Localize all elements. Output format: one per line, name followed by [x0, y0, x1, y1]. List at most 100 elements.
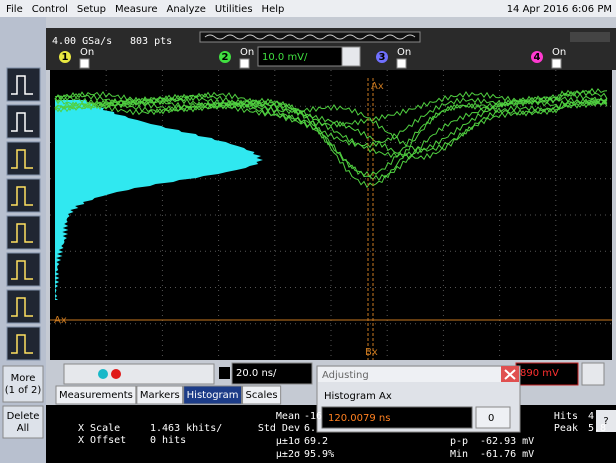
histogram: [55, 100, 263, 300]
channel-checkbox[interactable]: [79, 58, 90, 69]
waveform: [54, 87, 608, 128]
close-icon: [504, 369, 516, 380]
toolbar-buttons[interactable]: [63, 363, 215, 385]
measurement-name: Std Dev: [258, 423, 300, 434]
menu-item[interactable]: Help: [262, 4, 285, 15]
waveform: [54, 98, 608, 178]
tab-label[interactable]: Histogram: [187, 390, 239, 401]
waveform: [54, 95, 608, 182]
tool-button[interactable]: [6, 141, 41, 176]
waveform-overview: [199, 31, 421, 43]
marker-label: Ax: [371, 81, 384, 92]
menu-bar: [0, 0, 616, 17]
channel-number: 4: [534, 52, 541, 63]
waveform: [54, 97, 608, 154]
channel-number: 1: [62, 52, 69, 63]
measurement-value: 6.: [304, 423, 316, 434]
tab[interactable]: [136, 385, 184, 405]
dialog-step: 0: [488, 413, 494, 424]
scale-spin[interactable]: [341, 46, 361, 67]
tab[interactable]: [242, 385, 282, 405]
menu-item[interactable]: Control: [32, 4, 68, 15]
delete-label: Delete: [7, 411, 40, 422]
measurement-value: 69.2: [304, 436, 328, 447]
channel-number: 3: [379, 52, 386, 63]
help-button[interactable]: [596, 410, 616, 432]
tab-label[interactable]: Measurements: [59, 390, 133, 401]
measurement-value: -62.93 mV: [480, 436, 534, 447]
tool-icon: [11, 334, 33, 354]
waveform: [54, 97, 608, 161]
tab[interactable]: [55, 385, 137, 405]
overview-wave: [204, 34, 416, 40]
tool-icon: [11, 112, 33, 132]
h-icon: [219, 367, 230, 379]
tool-button[interactable]: [6, 326, 41, 361]
tool-icon: [11, 297, 33, 317]
tool-button[interactable]: [6, 289, 41, 324]
measurement-value: -61.76 mV: [480, 449, 534, 460]
menu-item[interactable]: Utilities: [215, 4, 253, 15]
measurement-name: X Offset: [78, 435, 126, 446]
color-button[interactable]: [98, 369, 108, 379]
datetime: 14 Apr 2016 6:06 PM: [507, 4, 612, 15]
tool-icon: [11, 75, 33, 95]
measurement-name: Mean: [276, 411, 300, 422]
channel-on: On: [80, 47, 94, 58]
color-button[interactable]: [111, 369, 121, 379]
window-controls[interactable]: [570, 32, 610, 42]
measurement-value: -16: [304, 411, 322, 422]
waveform: [54, 96, 608, 159]
delete-label: All: [17, 423, 29, 434]
channel-on: On: [240, 47, 254, 58]
menu-item[interactable]: Analyze: [167, 4, 206, 15]
delete-button[interactable]: [2, 405, 44, 439]
more-page: (1 of 2): [5, 385, 42, 396]
measurement-value: 1.463 khits/: [150, 423, 222, 434]
more-label: More: [11, 373, 36, 384]
channel-checkbox[interactable]: [396, 58, 407, 69]
tab-label[interactable]: Markers: [140, 390, 180, 401]
measurement-value: 4: [588, 411, 594, 422]
measurement-name: Hits: [554, 411, 578, 422]
dialog-title: Adjusting: [322, 370, 369, 381]
tool-button[interactable]: [6, 215, 41, 250]
channel-badge: [376, 51, 388, 63]
tool-icon: [11, 149, 33, 169]
measurement-value: 95.9%: [304, 449, 334, 460]
dialog-label: Histogram Ax: [324, 391, 392, 402]
tool-button[interactable]: [6, 104, 41, 139]
dialog-spin[interactable]: [475, 406, 511, 429]
tab-label[interactable]: Scales: [246, 390, 278, 401]
tool-icon: [11, 223, 33, 243]
tool-icon: [11, 186, 33, 206]
measurement-name: Peak: [554, 423, 578, 434]
tab[interactable]: [183, 385, 243, 405]
channel-on: On: [397, 47, 411, 58]
channel-scale: 10.0 mV/: [262, 52, 308, 63]
sample-rate: 4.00 GSa/s: [52, 36, 112, 47]
channel-checkbox[interactable]: [239, 58, 250, 69]
channel-badge: [59, 51, 71, 63]
channel-number: 2: [222, 52, 229, 63]
measurement-name: μ±1σ: [276, 436, 300, 447]
help-icon: ?: [603, 416, 608, 427]
more-button[interactable]: [2, 365, 44, 403]
menu-item[interactable]: Setup: [77, 4, 106, 15]
tool-icon: [11, 260, 33, 280]
channel-checkbox[interactable]: [551, 58, 562, 69]
dialog-titlebar: [318, 367, 519, 382]
tool-button[interactable]: [6, 252, 41, 287]
menu-item[interactable]: File: [6, 4, 23, 15]
menu-item[interactable]: Measure: [115, 4, 158, 15]
measurement-name: X Scale: [78, 423, 120, 434]
spin-buttons[interactable]: [581, 362, 605, 386]
marker-label: Bx: [365, 347, 378, 358]
measurement-value: 5.8: [588, 423, 606, 434]
timebase-field[interactable]: [231, 362, 313, 385]
dialog-value-field[interactable]: [321, 406, 473, 429]
tool-button[interactable]: [6, 67, 41, 102]
measurement-name: Min: [450, 449, 468, 460]
tool-button[interactable]: [6, 178, 41, 213]
